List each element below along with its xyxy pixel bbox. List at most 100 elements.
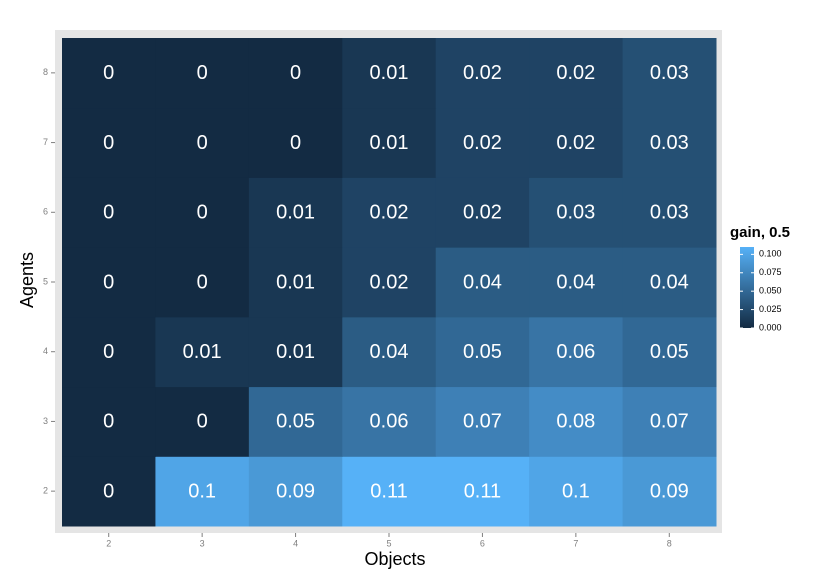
cell-label: 0 [103, 480, 114, 502]
cell [622, 107, 717, 178]
cell-label: 0 [103, 132, 114, 154]
cell [435, 456, 530, 527]
x-tick-label: 4 [293, 538, 298, 548]
cell [248, 247, 343, 318]
x-tick-label: 6 [480, 538, 485, 548]
cell-label: 0.02 [556, 132, 595, 154]
cell-label: 0 [290, 132, 301, 154]
cell [622, 247, 717, 318]
cell [622, 38, 717, 109]
cell-label: 0.01 [276, 202, 315, 224]
cell-label: 0 [197, 132, 208, 154]
cell-label: 0.02 [370, 202, 409, 224]
cell-label: 0.03 [556, 202, 595, 224]
cell [62, 38, 156, 109]
cell-label: 0.03 [650, 62, 689, 84]
cell-label: 0.02 [556, 62, 595, 84]
cell [342, 107, 437, 178]
cell-label: 0.06 [370, 411, 409, 433]
cell-label: 0.04 [370, 341, 409, 363]
cell [155, 107, 250, 178]
cell [435, 316, 530, 388]
cell [342, 456, 437, 527]
cell [529, 456, 624, 527]
cell-label: 0 [290, 62, 301, 84]
cell-label: 0.04 [556, 271, 595, 293]
cell [342, 38, 437, 109]
cell [342, 316, 437, 388]
cell [155, 38, 250, 109]
cell [248, 177, 343, 248]
cell [622, 386, 717, 457]
cell-label: 0.11 [370, 480, 407, 502]
cell [248, 316, 343, 388]
cell-label: 0.09 [276, 480, 315, 502]
x-axis-title: Objects [364, 549, 425, 569]
cell [248, 107, 343, 178]
cell-label: 0 [197, 202, 208, 224]
y-tick-label: 6 [43, 207, 48, 217]
legend-tick-label: 0.025 [759, 304, 782, 314]
cell [529, 247, 624, 318]
cell [435, 247, 530, 318]
x-tick-label: 7 [573, 538, 578, 548]
cell-label: 0 [103, 62, 114, 84]
cell-label: 0 [103, 202, 114, 224]
cell-label: 0.02 [463, 132, 502, 154]
cell [155, 316, 250, 388]
cell-label: 0.04 [463, 271, 502, 293]
cell-label: 0.09 [650, 480, 689, 502]
colorbar [740, 247, 754, 328]
legend-tick-label: 0.000 [759, 322, 782, 332]
cell [155, 177, 250, 248]
cell-label: 0.04 [650, 271, 689, 293]
y-tick-label: 8 [43, 67, 48, 77]
cell-label: 0.03 [650, 202, 689, 224]
x-tick-label: 8 [667, 538, 672, 548]
cell-label: 0.08 [556, 411, 595, 433]
legend-tick-label: 0.100 [759, 249, 782, 259]
cell-label: 0 [103, 341, 114, 363]
cell [62, 456, 156, 527]
cell [435, 177, 530, 248]
cell-label: 0.07 [463, 411, 502, 433]
cell-label: 0.01 [276, 341, 315, 363]
cell [155, 456, 250, 527]
cell-label: 0.01 [370, 62, 409, 84]
x-tick-label: 3 [200, 538, 205, 548]
cell [435, 38, 530, 109]
legend-title: gain, 0.5 [730, 224, 790, 241]
cell-label: 0.11 [464, 480, 501, 502]
cell-label: 0.1 [188, 480, 216, 502]
cell [622, 456, 717, 527]
cell-label: 0.01 [370, 132, 409, 154]
cell-label: 0 [103, 271, 114, 293]
x-tick-label: 5 [386, 538, 391, 548]
cell-label: 0.02 [463, 62, 502, 84]
y-tick-label: 5 [43, 276, 48, 286]
y-tick-label: 2 [43, 486, 48, 496]
cell [622, 177, 717, 248]
cell [342, 177, 437, 248]
y-tick-label: 7 [43, 137, 48, 147]
cell [62, 386, 156, 457]
cell [62, 107, 156, 178]
cell-label: 0.01 [276, 271, 315, 293]
cell-label: 0 [197, 271, 208, 293]
y-axis-title: Agents [17, 252, 37, 308]
cell [248, 38, 343, 109]
cell [62, 316, 156, 388]
cell-label: 0.07 [650, 411, 689, 433]
cell-label: 0.02 [463, 202, 502, 224]
cell [435, 386, 530, 457]
x-tick-label: 2 [106, 538, 111, 548]
cell [529, 38, 624, 109]
cell-label: 0.05 [463, 341, 502, 363]
cell-label: 0.05 [650, 341, 689, 363]
cell [155, 247, 250, 318]
y-tick-label: 3 [43, 416, 48, 426]
y-tick-label: 4 [43, 346, 48, 356]
cell [529, 386, 624, 457]
cell-label: 0.03 [650, 132, 689, 154]
